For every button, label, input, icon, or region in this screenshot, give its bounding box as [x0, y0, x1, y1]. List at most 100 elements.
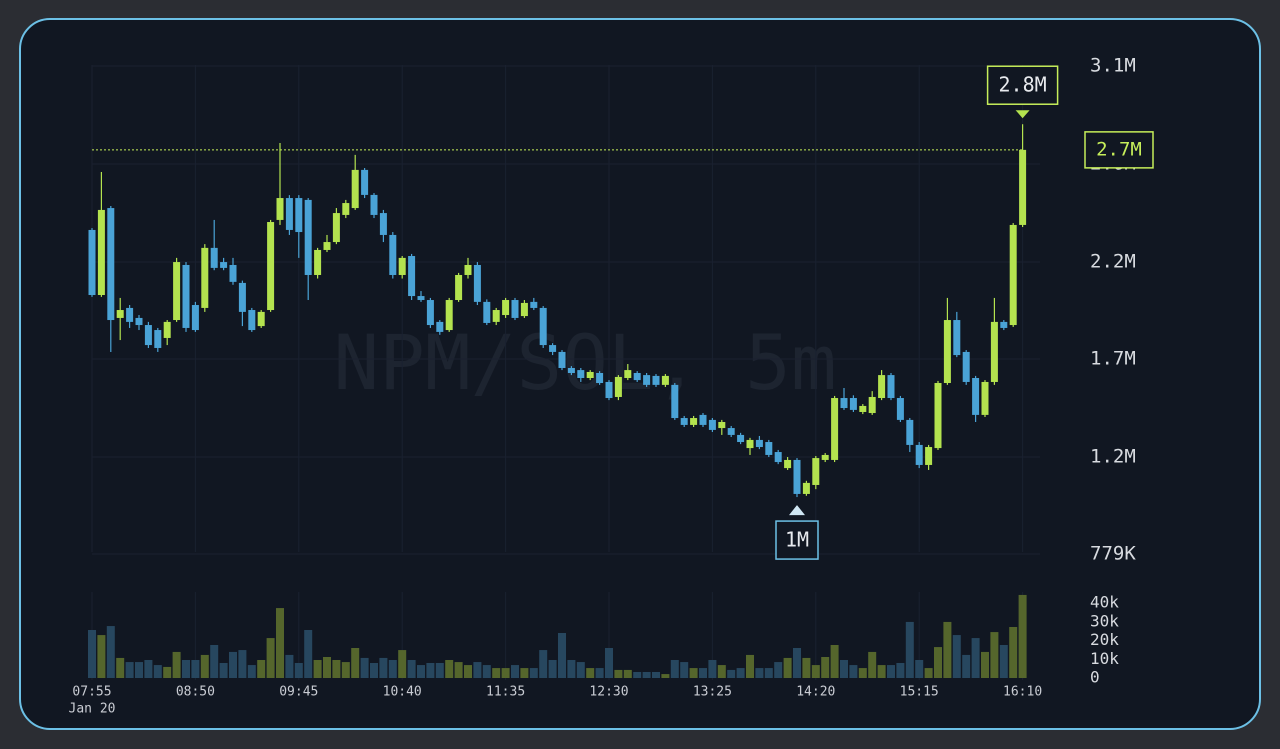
candle-body — [379, 213, 387, 235]
candle-body — [342, 203, 350, 215]
candle-body — [295, 198, 303, 233]
volume-bar — [858, 668, 867, 678]
candle-body — [511, 300, 519, 318]
volume-bar — [360, 657, 369, 678]
volume-tick-label: 40k — [1090, 593, 1119, 612]
volume-bar — [276, 608, 284, 678]
volume-bar — [708, 660, 717, 678]
candle-body — [135, 317, 143, 326]
candle-body — [549, 345, 557, 352]
candle-body — [652, 375, 660, 385]
volume-bar — [266, 638, 275, 678]
candle-body — [276, 198, 284, 220]
volume-bar — [764, 668, 773, 678]
volume-bar — [576, 662, 585, 678]
candle-body — [483, 301, 491, 323]
volume-bar — [482, 665, 491, 678]
volume-bar — [887, 665, 895, 678]
max-label: 2.8M — [999, 73, 1047, 97]
volume-bar — [520, 668, 529, 678]
volume-bar — [905, 621, 914, 678]
volume-bar — [210, 645, 219, 678]
volume-bar — [144, 660, 153, 678]
candle-body — [671, 384, 679, 419]
candle-body — [849, 398, 857, 410]
x-tick-label: 09:45 — [279, 685, 318, 700]
candle-body — [680, 418, 688, 425]
candle-body — [314, 249, 322, 275]
candle-body — [943, 320, 951, 384]
volume-bar — [962, 654, 971, 678]
volume-bar — [614, 669, 623, 678]
candle-body — [530, 301, 538, 308]
volume-bar — [200, 654, 209, 678]
volume-bar — [529, 668, 538, 678]
candle-body — [596, 372, 604, 384]
x-tick-label: 12:30 — [589, 685, 628, 700]
volume-bar — [125, 662, 134, 678]
volume-bar — [229, 651, 237, 678]
candle-body — [248, 310, 256, 331]
volume-bar — [464, 665, 472, 678]
volume-bar — [952, 635, 961, 678]
candle-body — [154, 330, 162, 348]
volume-bar — [755, 668, 764, 678]
candle-body — [398, 257, 406, 275]
volume-bar — [426, 663, 435, 678]
volume-bar — [1009, 627, 1018, 678]
candle-body — [126, 307, 134, 322]
candle-body — [737, 434, 745, 443]
candle-body — [1019, 149, 1027, 225]
volume-bar — [830, 645, 839, 678]
volume-bar — [661, 674, 670, 678]
candle-body — [163, 321, 171, 338]
candle-body — [990, 321, 998, 382]
volume-tick-label: 10k — [1090, 649, 1119, 668]
volume-bar — [511, 665, 519, 678]
candle-body — [220, 262, 228, 268]
max-marker — [1015, 110, 1030, 119]
candle-body — [238, 282, 246, 312]
candle-body — [690, 418, 698, 425]
candle-body — [896, 398, 904, 420]
candle-body — [107, 208, 115, 321]
candle-body — [718, 422, 726, 429]
candle-body — [586, 371, 594, 379]
candle-body — [210, 247, 218, 268]
x-tick-label: 11:35 — [486, 685, 525, 700]
candle-body — [868, 396, 876, 414]
volume-bar — [341, 662, 350, 678]
volume-bar — [670, 660, 679, 678]
candle-body — [765, 442, 773, 455]
x-tick-label: 13:25 — [693, 685, 732, 700]
volume-bar — [849, 665, 858, 678]
volume-bar — [896, 663, 905, 678]
volume-bar — [558, 633, 566, 678]
volume-bar — [294, 663, 303, 678]
volume-bar — [313, 660, 322, 678]
volume-bar — [153, 665, 162, 678]
candle-body — [417, 296, 425, 301]
candle-body — [605, 381, 613, 399]
volume-tick-label: 0 — [1090, 668, 1100, 687]
candle-body — [887, 375, 895, 399]
volume-bar — [736, 668, 745, 678]
y-tick-label: 779K — [1090, 543, 1136, 565]
volume-bar — [172, 651, 181, 678]
volume-bar — [191, 660, 200, 678]
candle-body — [361, 169, 369, 195]
volume-bar — [868, 651, 877, 678]
volume-bar — [370, 663, 378, 678]
x-date-label: Jan 20 — [69, 702, 116, 717]
candle-body — [520, 302, 528, 317]
volume-bar — [388, 660, 397, 678]
candle-body — [840, 398, 848, 409]
volume-bar — [689, 668, 698, 678]
y-tick-label: 2.2M — [1090, 251, 1136, 273]
candle-body — [257, 311, 265, 327]
volume-bar — [501, 668, 510, 678]
candle-body — [426, 300, 434, 326]
x-tick-label: 16:10 — [1003, 685, 1042, 700]
